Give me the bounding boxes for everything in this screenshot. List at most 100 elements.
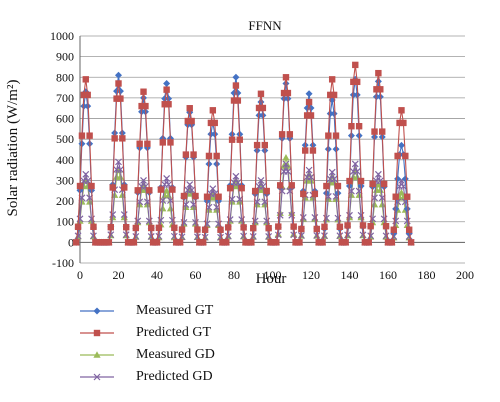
data-point xyxy=(379,128,386,135)
data-point xyxy=(330,110,338,118)
data-point xyxy=(113,95,120,102)
data-point xyxy=(305,98,313,106)
data-point xyxy=(282,74,290,81)
data-point xyxy=(257,98,265,106)
data-point xyxy=(350,78,357,86)
data-point xyxy=(300,190,307,198)
data-point xyxy=(378,200,386,208)
data-point xyxy=(374,77,382,85)
data-point xyxy=(277,182,284,189)
x-tick-label: 20 xyxy=(113,268,125,282)
data-point xyxy=(117,166,124,173)
data-point xyxy=(326,110,334,118)
data-point xyxy=(382,232,390,240)
y-tick-label: -100 xyxy=(52,256,74,270)
y-tick-label: 700 xyxy=(56,91,74,105)
data-point xyxy=(373,86,380,93)
data-point xyxy=(213,152,220,160)
data-point xyxy=(163,174,171,182)
data-point xyxy=(115,80,122,87)
data-point xyxy=(313,225,320,233)
data-point xyxy=(305,90,313,98)
data-point xyxy=(224,232,232,240)
grid xyxy=(80,35,465,264)
data-point xyxy=(117,95,124,102)
legend-marker xyxy=(93,329,101,337)
legend-marker xyxy=(93,351,101,358)
data-point xyxy=(374,180,382,188)
data-point xyxy=(369,180,376,188)
data-point xyxy=(402,152,409,160)
x-tick-label: 0 xyxy=(77,268,83,282)
data-point xyxy=(207,130,215,138)
data-point xyxy=(303,112,311,119)
data-point xyxy=(194,226,201,233)
data-point xyxy=(209,107,217,114)
data-point xyxy=(288,182,295,189)
data-point xyxy=(86,132,93,139)
data-point xyxy=(394,152,401,160)
data-point xyxy=(163,79,171,87)
x-tick-label: 60 xyxy=(190,268,202,282)
x-tick-label: 100 xyxy=(264,268,282,282)
data-point xyxy=(298,225,305,233)
data-point xyxy=(166,204,175,212)
data-point xyxy=(371,128,378,135)
data-point xyxy=(140,88,147,95)
data-point xyxy=(284,168,292,175)
data-point xyxy=(140,177,147,184)
data-point xyxy=(330,175,338,183)
legend-item: Predicted GD xyxy=(80,366,280,388)
x-tick-label: 140 xyxy=(341,268,359,282)
data-point xyxy=(302,147,309,154)
data-point xyxy=(334,182,342,190)
data-point xyxy=(232,172,240,180)
data-point xyxy=(184,117,191,125)
data-point xyxy=(116,87,124,95)
data-point xyxy=(257,90,265,97)
legend-swatch xyxy=(80,373,114,381)
data-point xyxy=(105,239,113,246)
data-point xyxy=(282,160,290,168)
data-point xyxy=(382,223,390,230)
legend-label: Predicted GT xyxy=(136,325,212,340)
data-point xyxy=(275,223,282,230)
data-point xyxy=(78,132,86,139)
data-point xyxy=(336,223,344,230)
data-point xyxy=(130,239,138,246)
data-point xyxy=(307,173,315,181)
data-point xyxy=(313,232,321,239)
data-point xyxy=(205,152,213,160)
data-point xyxy=(352,61,359,69)
data-point xyxy=(188,117,195,125)
data-point xyxy=(250,224,257,232)
data-point xyxy=(223,239,230,246)
data-point xyxy=(365,239,372,246)
legend-item: Measured GD xyxy=(80,344,280,366)
data-point xyxy=(84,177,92,185)
legend-marker xyxy=(93,373,101,381)
data-point xyxy=(330,91,338,99)
legend-marker xyxy=(93,307,101,315)
data-point xyxy=(138,102,145,110)
y-tick-label: 1000 xyxy=(50,29,74,43)
data-point xyxy=(163,86,170,93)
data-point xyxy=(261,141,268,149)
data-point xyxy=(238,184,245,192)
data-point xyxy=(248,239,255,246)
data-point xyxy=(178,233,186,241)
data-point xyxy=(232,82,240,89)
data-point xyxy=(253,141,261,149)
legend-label: Measured GD xyxy=(136,347,215,362)
data-point xyxy=(161,95,169,103)
data-point xyxy=(82,170,90,178)
data-point xyxy=(357,177,365,185)
data-point xyxy=(115,158,122,166)
legend-label: Predicted GD xyxy=(136,369,213,384)
data-point xyxy=(282,153,290,161)
data-point xyxy=(155,232,163,240)
data-point xyxy=(215,193,222,200)
data-point xyxy=(188,186,196,194)
legend-item: Predicted GT xyxy=(80,322,280,344)
